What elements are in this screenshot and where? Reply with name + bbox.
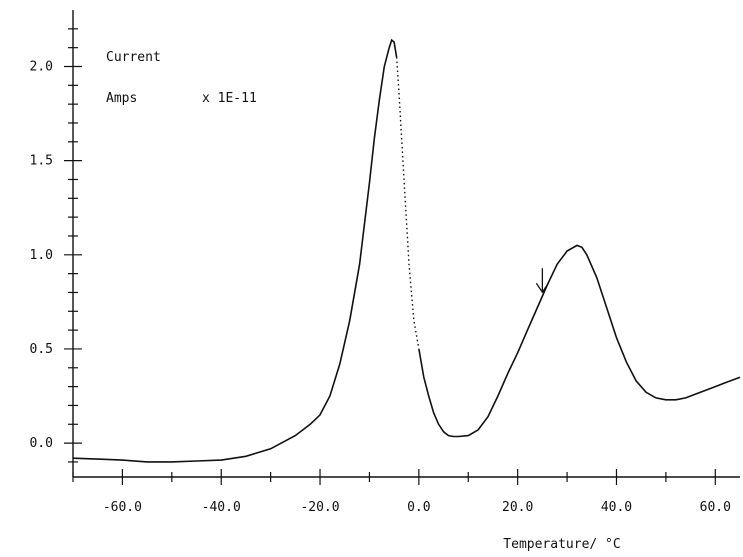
series-line-1 — [395, 57, 420, 350]
x-axis-label: Temperature/ °C — [503, 537, 620, 552]
x-tick-label: 60.0 — [700, 500, 731, 515]
x-tick-label: -40.0 — [202, 500, 241, 515]
y-tick-label: 1.5 — [30, 154, 53, 169]
x-tick-label: 40.0 — [601, 500, 632, 515]
y-tick-label: 0.0 — [30, 436, 53, 451]
x-tick-label: 20.0 — [502, 500, 533, 515]
arrow-marker — [535, 268, 549, 294]
annotation-scale: x 1E-11 — [202, 91, 257, 106]
x-tick-label: -20.0 — [300, 500, 339, 515]
arrow-head — [535, 282, 549, 294]
y-tick-label: 0.5 — [30, 342, 53, 357]
series-line-2 — [418, 244, 741, 438]
axes — [72, 10, 740, 478]
y-tick-label: 2.0 — [30, 59, 53, 74]
x-tick-label: 0.0 — [407, 500, 430, 515]
annotation-amps: Amps — [106, 91, 137, 106]
y-tick-label: 1.0 — [30, 248, 53, 263]
annotation-current: Current — [106, 50, 161, 65]
plot-series — [72, 38, 741, 463]
x-axis-ticks: -60.0 -40.0 -20.0 0.0 20.0 40.0 60.0 — [72, 469, 731, 515]
series-line-0 — [72, 38, 398, 463]
y-axis-ticks: 0.0 0.5 1.0 1.5 2.0 — [30, 28, 82, 463]
x-tick-label: -60.0 — [103, 500, 142, 515]
